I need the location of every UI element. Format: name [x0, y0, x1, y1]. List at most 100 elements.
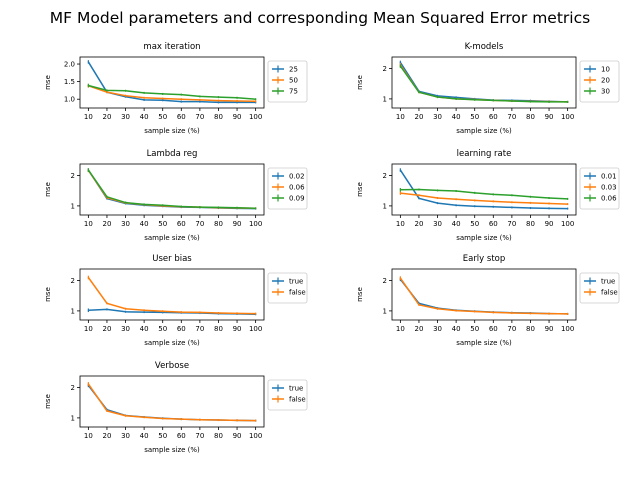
series-0.02	[87, 168, 257, 210]
x-tick-label: 80	[214, 113, 223, 121]
data-point	[455, 96, 457, 98]
series-0.06	[87, 168, 257, 210]
legend-label: 0.03	[601, 184, 617, 192]
x-tick-label: 60	[489, 220, 498, 228]
y-tick-label: 2	[383, 172, 387, 180]
data-point	[492, 206, 494, 208]
x-tick-label: 10	[84, 113, 93, 121]
x-tick-label: 40	[140, 220, 149, 228]
x-tick-label: 60	[177, 325, 186, 333]
data-point	[162, 97, 164, 100]
data-point	[124, 308, 127, 310]
x-axis-label: sample size (%)	[144, 127, 200, 135]
data-point	[492, 99, 494, 102]
series-line	[400, 192, 568, 205]
x-tick-label: 30	[433, 325, 442, 333]
x-tick-label: 30	[121, 113, 130, 121]
y-tick-label: 1	[383, 95, 387, 103]
series-line	[87, 61, 256, 104]
data-point	[162, 310, 164, 312]
subplot-3: Lambda reg 10 20 30 40 50 60 70 80 90 100 1 2 sample …	[44, 149, 308, 242]
series-line	[88, 85, 256, 103]
x-tick-label: 90	[545, 325, 554, 333]
data-point	[399, 189, 401, 191]
legend-label: true	[289, 385, 303, 393]
data-point	[124, 90, 127, 92]
x-tick-label: 70	[195, 113, 204, 121]
data-point	[124, 95, 127, 97]
data-point	[255, 313, 257, 315]
subplot-grid: max iteration 10 20 30 40 50 60 70 80 90 100 1.0 1.5…	[44, 42, 620, 454]
axes-frame	[391, 268, 577, 321]
data-point	[548, 197, 550, 199]
data-point	[143, 92, 145, 94]
data-point	[399, 65, 401, 67]
legend-frame	[267, 60, 308, 103]
x-tick-label: 100	[561, 113, 574, 121]
axes-frame	[79, 268, 265, 321]
x-tick-label: 20	[102, 113, 111, 121]
x-tick-label: 30	[433, 113, 442, 121]
legend: true false	[267, 379, 308, 411]
data-point	[199, 101, 201, 103]
data-point	[236, 419, 238, 421]
subplot-title: Lambda reg	[147, 149, 198, 159]
data-point	[455, 309, 457, 312]
data-point	[87, 309, 89, 311]
data-point	[548, 202, 550, 205]
data-point	[511, 206, 513, 209]
data-point	[162, 99, 164, 101]
x-tick-label: 50	[158, 325, 167, 333]
x-tick-label: 10	[396, 113, 405, 121]
data-point	[492, 200, 494, 202]
data-point	[162, 417, 164, 420]
x-tick-label: 80	[214, 325, 223, 333]
data-point	[399, 192, 401, 194]
data-point	[87, 383, 89, 385]
data-point	[217, 312, 220, 314]
y-tick-label: 2	[71, 277, 75, 285]
legend-label: true	[601, 278, 615, 286]
y-axis-label: mse	[44, 394, 52, 409]
series-line	[87, 277, 256, 315]
data-point	[106, 196, 108, 198]
x-tick-label: 50	[470, 325, 479, 333]
x-tick-label: 40	[140, 113, 149, 121]
x-tick-label: 20	[102, 220, 111, 228]
data-point	[236, 207, 238, 209]
data-point	[511, 201, 513, 203]
legend-frame	[579, 60, 620, 103]
data-point	[236, 312, 238, 314]
data-point	[436, 96, 439, 98]
subplot-7: Verbose 10 20 30 40 50 60 70 80 90 100 1 2 sample siz…	[44, 361, 308, 454]
x-tick-label: 40	[140, 325, 149, 333]
data-point	[567, 203, 569, 205]
x-tick-label: 100	[249, 113, 262, 121]
data-point	[255, 98, 257, 100]
data-point	[180, 94, 182, 96]
series-75	[87, 83, 257, 101]
y-tick-label: 2	[71, 172, 75, 180]
data-point	[236, 100, 238, 102]
subplot-5: User bias 10 20 30 40 50 60 70 80 90 100 1 2 sample s…	[44, 254, 308, 347]
legend-label: 75	[289, 88, 298, 96]
x-tick-label: 30	[121, 432, 130, 440]
x-tick-label: 80	[214, 432, 223, 440]
x-tick-label: 50	[158, 220, 167, 228]
legend: 10 20 30	[579, 60, 620, 103]
data-point	[199, 95, 201, 97]
x-tick-label: 90	[233, 220, 242, 228]
series-line	[399, 278, 568, 315]
data-point	[106, 91, 108, 93]
y-axis-label: mse	[356, 287, 364, 302]
legend-label: true	[289, 278, 303, 286]
x-tick-label: 70	[507, 325, 516, 333]
legend: 0.02 0.06 0.09	[267, 167, 308, 210]
x-tick-label: 10	[396, 220, 405, 228]
data-point	[143, 311, 145, 313]
series-0.01	[399, 168, 569, 210]
legend-label: 0.06	[289, 184, 305, 192]
y-tick-label: 2	[383, 277, 387, 285]
subplot-6: Early stop 10 20 30 40 50 60 70 80 90 100 1 2 sample …	[356, 254, 620, 347]
data-point	[255, 100, 257, 102]
